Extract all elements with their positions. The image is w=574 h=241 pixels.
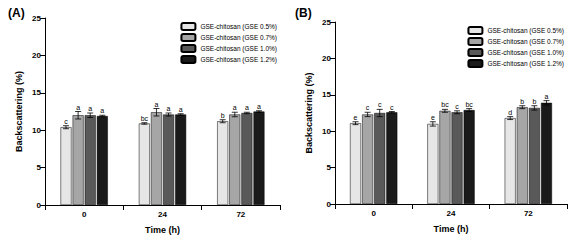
svg-text:c: c (378, 101, 382, 108)
svg-text:Backscattering (%): Backscattering (%) (14, 71, 24, 152)
svg-text:a: a (167, 105, 171, 112)
svg-text:a: a (76, 104, 80, 111)
svg-text:(A): (A) (8, 6, 25, 20)
svg-text:a: a (154, 101, 158, 108)
svg-text:72: 72 (524, 209, 533, 218)
svg-text:24: 24 (447, 209, 456, 218)
svg-text:a: a (100, 107, 104, 114)
svg-text:24: 24 (158, 210, 167, 219)
svg-text:b: b (532, 98, 536, 105)
svg-text:GSE-chitosan (GSE 1.2%): GSE-chitosan (GSE 1.2%) (487, 60, 564, 68)
svg-text:bc: bc (141, 115, 149, 122)
svg-text:10: 10 (32, 126, 41, 135)
svg-text:GSE-chitosan (GSE 1.0%): GSE-chitosan (GSE 1.0%) (487, 49, 564, 57)
svg-text:Backscattering (%): Backscattering (%) (304, 72, 314, 153)
svg-text:0: 0 (327, 200, 332, 209)
svg-text:GSE-chitosan (GSE 0.5%): GSE-chitosan (GSE 0.5%) (487, 27, 564, 35)
svg-text:c: c (455, 103, 459, 110)
svg-text:5: 5 (37, 163, 42, 172)
svg-text:GSE-chitosan (GSE 0.5%): GSE-chitosan (GSE 0.5%) (200, 23, 277, 31)
svg-text:15: 15 (32, 88, 41, 97)
svg-text:72: 72 (236, 210, 245, 219)
svg-text:10: 10 (322, 127, 331, 136)
svg-text:c: c (366, 104, 370, 111)
svg-text:b: b (520, 98, 524, 105)
svg-text:5: 5 (327, 163, 332, 172)
svg-text:25: 25 (322, 18, 331, 27)
svg-text:c: c (390, 104, 394, 111)
svg-text:bc: bc (465, 101, 473, 108)
svg-text:a: a (179, 106, 183, 113)
svg-text:0: 0 (82, 210, 87, 219)
svg-text:GSE-chitosan (GSE 0.7%): GSE-chitosan (GSE 0.7%) (200, 34, 277, 42)
svg-text:a: a (233, 104, 237, 111)
svg-text:bc: bc (441, 101, 449, 108)
svg-text:a: a (88, 105, 92, 112)
svg-text:e: e (354, 114, 358, 121)
svg-text:a: a (545, 93, 549, 100)
svg-text:e: e (431, 114, 435, 121)
svg-text:a: a (245, 104, 249, 111)
svg-text:c: c (64, 118, 68, 125)
svg-text:0: 0 (371, 209, 376, 218)
svg-text:25: 25 (32, 14, 41, 23)
svg-text:0: 0 (37, 201, 42, 210)
svg-text:(B): (B) (295, 6, 312, 20)
svg-text:Time (h): Time (h) (145, 225, 180, 235)
svg-text:Time (h): Time (h) (434, 224, 469, 234)
svg-text:GSE-chitosan (GSE 1.2%): GSE-chitosan (GSE 1.2%) (200, 56, 277, 64)
svg-text:a: a (257, 103, 261, 110)
svg-text:b: b (221, 112, 225, 119)
svg-text:20: 20 (322, 54, 331, 63)
svg-text:20: 20 (32, 51, 41, 60)
svg-text:d: d (508, 109, 512, 116)
svg-text:GSE-chitosan (GSE 0.7%): GSE-chitosan (GSE 0.7%) (487, 38, 564, 46)
svg-text:GSE-chitosan (GSE 1.0%): GSE-chitosan (GSE 1.0%) (200, 45, 277, 53)
svg-text:15: 15 (322, 90, 331, 99)
